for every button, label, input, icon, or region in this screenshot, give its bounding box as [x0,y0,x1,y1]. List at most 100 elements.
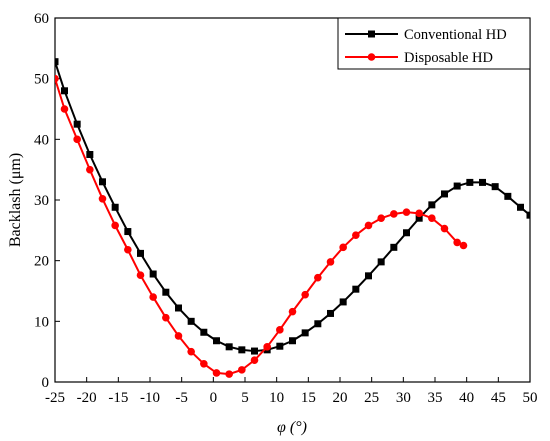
data-point-disposable [111,221,119,230]
data-point-conventional [453,182,461,190]
data-point-conventional [428,201,436,209]
axis-ticks: -25 -20 -15 -10 -5 0 5 10 15 20 25 30 35 40 45 50 0 10 20 3… [34,11,538,406]
legend: Conventional HD Disposable HD [337,17,531,70]
data-point-disposable [428,214,436,222]
data-point-disposable [225,370,233,378]
y-tick-label: 60 [34,11,49,27]
y-axis-label: Backlash (μm) [7,153,24,247]
data-point-conventional [124,228,132,236]
y-tick-label: 50 [34,72,49,88]
x-tick-label: 0 [210,390,218,406]
x-tick-label: 35 [428,390,443,406]
data-point-disposable [364,221,373,230]
data-point-disposable [136,271,145,280]
data-point-disposable [55,74,59,83]
x-tick-label: 50 [523,390,538,406]
data-point-disposable [250,356,259,364]
data-point-conventional [365,272,372,280]
data-point-conventional [251,347,258,355]
legend-marker-disposable [367,53,376,61]
data-point-disposable [390,210,398,218]
data-point-conventional [415,214,423,222]
x-axis-label: φ (°) [277,419,307,436]
data-point-conventional [403,229,410,237]
data-point-conventional [339,298,347,306]
y-tick-label: 30 [34,193,49,209]
data-point-disposable [162,313,170,322]
data-point-disposable [212,369,221,377]
data-point-disposable [314,273,322,282]
data-point-disposable [326,258,335,266]
data-point-conventional [149,270,157,278]
data-point-disposable [301,290,309,299]
data-point-disposable [174,332,183,340]
data-point-conventional [73,120,81,128]
x-tick-label: 15 [301,390,316,406]
data-point-disposable [149,293,157,301]
y-tick-label: 20 [34,254,49,270]
data-point-conventional [187,317,195,325]
x-tick-label: -5 [175,390,188,406]
data-point-conventional [491,183,499,191]
data-point-conventional [111,203,119,211]
data-point-conventional [479,178,486,186]
data-point-conventional [137,249,144,257]
x-tick-label: 40 [459,390,474,406]
data-point-conventional [86,151,94,158]
data-point-conventional [200,328,208,336]
data-point-conventional [526,211,530,219]
data-point-disposable [124,245,132,254]
series-line-1 [55,78,464,376]
data-point-conventional [441,190,448,198]
data-point-disposable [276,326,284,334]
x-tick-label: 30 [396,390,411,406]
data-point-conventional [466,178,474,186]
data-point-disposable [288,307,297,316]
data-point-disposable [352,231,360,239]
data-point-conventional [517,203,524,211]
legend-label-conventional: Conventional HD [404,27,507,43]
y-tick-label: 0 [42,375,50,391]
data-point-conventional [352,285,360,293]
data-point-disposable [440,224,449,233]
data-point-conventional [213,337,220,345]
data-point-disposable [86,165,94,174]
legend-marker-conventional [368,30,375,38]
x-tick-label: 45 [491,390,506,406]
plot-frame [54,17,531,383]
legend-box [337,17,531,70]
data-point-conventional [238,346,246,354]
series-line-0 [55,61,530,353]
data-point-conventional [175,304,182,312]
data-point-conventional [314,320,322,328]
data-point-conventional [390,243,398,251]
x-tick-label: 25 [364,390,379,406]
data-point-disposable [73,135,81,144]
y-tick-label: 40 [34,132,49,148]
data-point-conventional [276,342,284,350]
series-layer [55,58,530,378]
x-tick-label: -20 [77,390,97,406]
legend-label-disposable: Disposable HD [404,50,493,66]
data-point-conventional [504,192,512,200]
data-point-disposable [60,105,69,113]
data-point-disposable [238,366,246,374]
x-tick-label: 10 [269,390,284,406]
data-point-conventional [99,178,106,186]
data-point-conventional [225,343,233,351]
data-point-disposable [402,208,411,216]
data-point-disposable [459,241,468,250]
y-tick-label: 10 [34,314,49,330]
data-point-conventional [61,87,68,95]
data-point-disposable [263,343,271,351]
x-tick-label: 5 [241,390,249,406]
data-point-conventional [327,309,334,317]
data-point-conventional [301,329,309,337]
x-tick-label: -15 [108,390,128,406]
data-point-conventional [55,58,59,66]
data-point-disposable [377,214,385,222]
data-point-disposable [453,238,461,247]
data-point-disposable [339,243,347,252]
data-point-disposable [98,194,107,203]
